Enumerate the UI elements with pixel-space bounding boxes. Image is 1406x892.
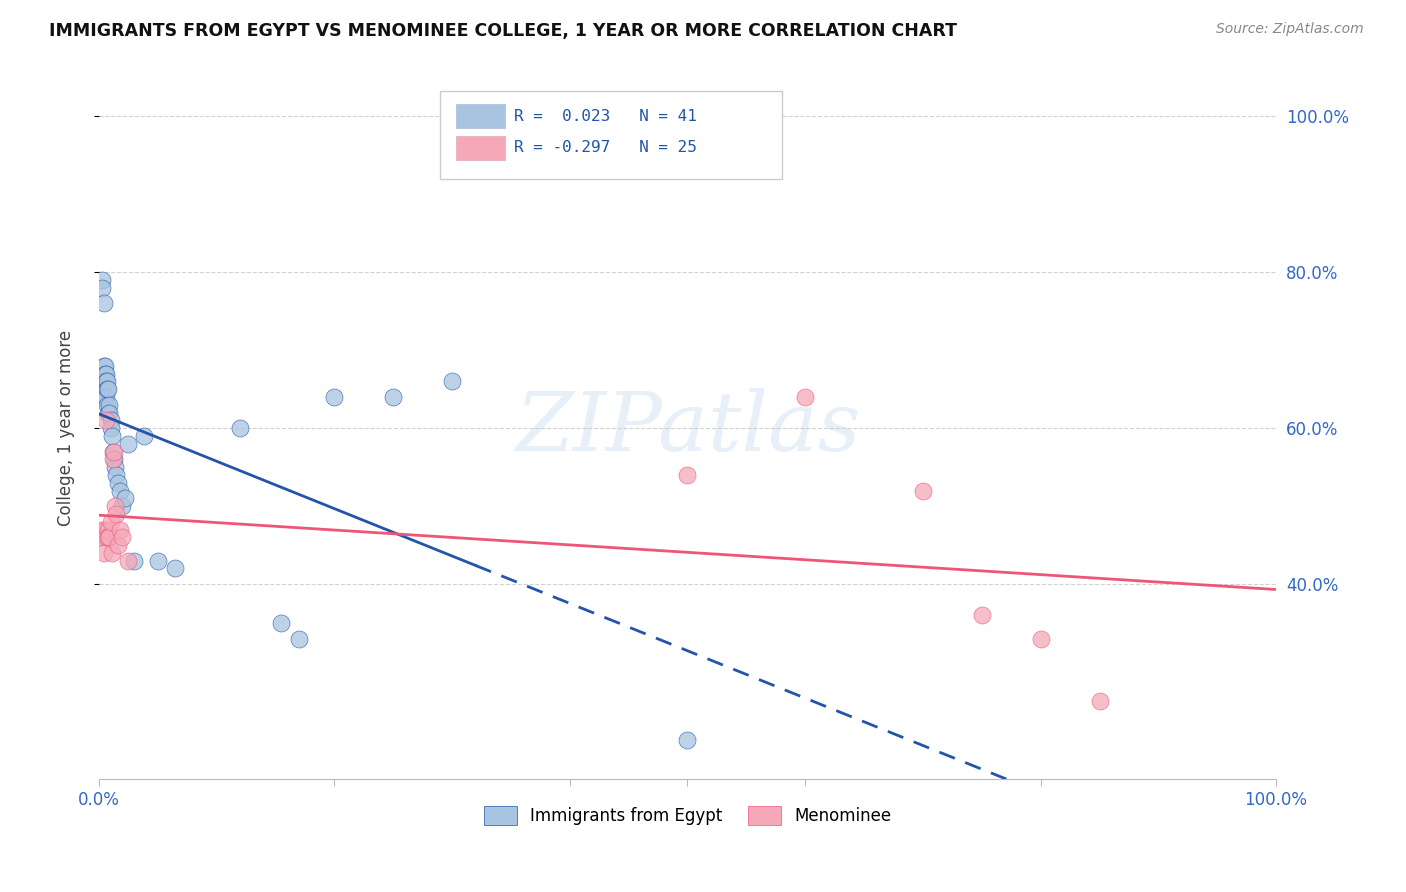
Point — [104, 460, 127, 475]
Point — [146, 554, 169, 568]
Text: R = -0.297   N = 25: R = -0.297 N = 25 — [515, 140, 697, 155]
Point — [1088, 694, 1111, 708]
Point — [90, 523, 112, 537]
Point — [111, 499, 134, 513]
Text: Source: ZipAtlas.com: Source: ZipAtlas.com — [1216, 22, 1364, 37]
Point — [440, 375, 463, 389]
Point — [89, 390, 111, 404]
Point — [132, 429, 155, 443]
Point — [100, 421, 122, 435]
Point — [94, 375, 117, 389]
Text: IMMIGRANTS FROM EGYPT VS MENOMINEE COLLEGE, 1 YEAR OR MORE CORRELATION CHART: IMMIGRANTS FROM EGYPT VS MENOMINEE COLLE… — [49, 22, 957, 40]
Point — [96, 398, 118, 412]
Point — [93, 359, 115, 373]
FancyBboxPatch shape — [456, 136, 505, 160]
Point — [96, 375, 118, 389]
Point — [103, 452, 125, 467]
Text: R =  0.023   N = 41: R = 0.023 N = 41 — [515, 109, 697, 123]
Point — [676, 733, 699, 747]
Point — [97, 406, 120, 420]
Point — [911, 483, 934, 498]
Point — [91, 273, 114, 287]
Text: ZIPatlas: ZIPatlas — [515, 388, 860, 468]
Point — [90, 375, 112, 389]
Point — [101, 452, 124, 467]
Point — [98, 398, 121, 412]
Point — [94, 390, 117, 404]
Point — [93, 546, 115, 560]
Point — [107, 475, 129, 490]
Point — [91, 281, 114, 295]
Point — [108, 523, 131, 537]
Point — [100, 429, 122, 443]
Point — [382, 390, 405, 404]
Point — [91, 530, 114, 544]
Point — [98, 530, 121, 544]
Point — [94, 367, 117, 381]
Legend: Immigrants from Egypt, Menominee: Immigrants from Egypt, Menominee — [475, 797, 900, 834]
Y-axis label: College, 1 year or more: College, 1 year or more — [58, 330, 75, 526]
Point — [111, 530, 134, 544]
Point — [107, 538, 129, 552]
Point — [117, 436, 139, 450]
Point — [105, 467, 128, 482]
Point — [93, 367, 115, 381]
FancyBboxPatch shape — [440, 92, 782, 179]
Point — [94, 413, 117, 427]
Point — [98, 406, 121, 420]
Point — [270, 615, 292, 630]
FancyBboxPatch shape — [456, 104, 505, 128]
Point — [97, 530, 120, 544]
Point — [96, 382, 118, 396]
Point — [97, 523, 120, 537]
Point — [93, 523, 115, 537]
Point — [105, 507, 128, 521]
Point — [122, 554, 145, 568]
Point — [93, 296, 115, 310]
Point — [93, 359, 115, 373]
Point — [794, 390, 817, 404]
Point — [104, 499, 127, 513]
Point — [108, 483, 131, 498]
Point — [165, 561, 187, 575]
Point — [100, 515, 122, 529]
Point — [100, 413, 122, 427]
Point — [323, 390, 346, 404]
Point — [100, 546, 122, 560]
Point — [117, 554, 139, 568]
Point — [970, 608, 993, 623]
Point — [288, 632, 311, 646]
Point — [101, 444, 124, 458]
Point — [676, 467, 699, 482]
Point — [103, 444, 125, 458]
Point — [114, 491, 136, 506]
Point — [94, 530, 117, 544]
Point — [229, 421, 252, 435]
Point — [97, 382, 120, 396]
Point — [1029, 632, 1052, 646]
